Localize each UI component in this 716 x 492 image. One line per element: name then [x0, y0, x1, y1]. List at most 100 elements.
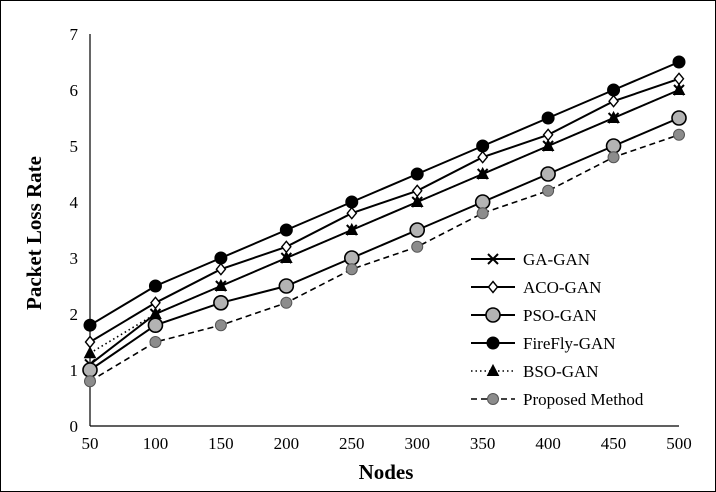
x-tick-label: 100 — [143, 434, 169, 453]
data-point — [149, 336, 162, 348]
x-tick-label: 400 — [535, 434, 561, 453]
data-point — [410, 167, 424, 181]
x-tick-label: 350 — [470, 434, 496, 453]
data-point — [213, 294, 229, 311]
data-point — [343, 250, 360, 266]
series-line — [89, 89, 680, 354]
data-point — [147, 317, 164, 334]
legend: GA-GAN ACO-GAN PSO-GAN FireFly-GAN BSO-GAN Pr… — [471, 250, 644, 409]
data-point — [411, 184, 423, 198]
legend-item: Proposed Method — [471, 390, 644, 409]
data-point — [215, 262, 227, 276]
y-tick-label: 1 — [70, 361, 79, 380]
series-pso-gan — [82, 110, 687, 378]
legend-marker — [486, 336, 500, 350]
x-axis-title: Nodes — [359, 460, 414, 484]
data-point — [411, 240, 424, 253]
data-point — [608, 94, 619, 108]
data-point — [672, 82, 686, 95]
x-tick-label: 50 — [82, 434, 99, 453]
legend-marker — [485, 307, 501, 323]
y-tick-label: 6 — [70, 81, 79, 100]
data-point — [607, 151, 620, 164]
y-tick-label: 3 — [70, 249, 79, 268]
data-point — [84, 375, 96, 388]
data-point — [345, 195, 359, 209]
data-point — [346, 206, 358, 220]
y-tick-label: 4 — [70, 193, 79, 212]
data-point — [279, 223, 293, 237]
data-point — [540, 166, 556, 182]
data-point — [280, 296, 293, 309]
x-tick-label: 150 — [208, 434, 234, 453]
series-ga-gan — [84, 84, 685, 371]
data-point — [673, 72, 685, 86]
series-line — [89, 61, 680, 327]
legend-marker — [486, 363, 500, 376]
series-firefly-gan — [83, 55, 686, 332]
data-point — [214, 319, 227, 332]
legend-label: PSO-GAN — [523, 306, 597, 325]
legend-label: BSO-GAN — [523, 362, 599, 381]
legend-marker — [487, 393, 499, 405]
data-point — [280, 240, 292, 254]
data-point — [149, 306, 162, 319]
data-point — [280, 250, 293, 263]
legend-item: ACO-GAN — [471, 278, 601, 297]
data-point — [83, 346, 97, 359]
legend-label: ACO-GAN — [523, 278, 601, 297]
data-point — [605, 138, 622, 154]
legend-marker — [487, 280, 499, 294]
data-point — [148, 279, 162, 293]
data-point — [150, 296, 161, 310]
data-point — [607, 110, 620, 123]
legend-label: Proposed Method — [523, 390, 644, 409]
series-proposed-method — [84, 128, 685, 388]
legend-item: FireFly-GAN — [471, 334, 616, 353]
data-point — [542, 184, 555, 197]
legend-item: BSO-GAN — [471, 362, 599, 381]
legend-marker — [487, 253, 499, 265]
series-line — [89, 117, 680, 371]
data-point — [409, 222, 426, 238]
x-tick-labels: 50 100 150 200 250 300 350 400 450 500 — [82, 434, 692, 453]
series-line — [89, 77, 680, 343]
x-tick-label: 500 — [666, 434, 692, 453]
series-line — [89, 134, 680, 382]
y-tick-label: 5 — [70, 137, 79, 156]
data-point — [476, 166, 489, 179]
x-tick-label: 200 — [274, 434, 300, 453]
data-point — [474, 194, 491, 210]
legend-label: GA-GAN — [523, 250, 590, 269]
data-point — [476, 207, 489, 220]
data-point — [541, 111, 555, 125]
data-point — [542, 128, 554, 142]
x-tick-label: 250 — [339, 434, 365, 453]
y-tick-label: 7 — [70, 25, 79, 44]
data-point — [345, 222, 359, 235]
y-tick-label: 2 — [70, 305, 79, 324]
data-point — [82, 362, 98, 378]
data-point — [278, 278, 295, 294]
x-tick-label: 300 — [404, 434, 430, 453]
legend-label: FireFly-GAN — [523, 334, 616, 353]
data-point — [214, 251, 228, 265]
data-point — [541, 138, 555, 151]
series-bso-gan — [83, 82, 686, 359]
data-point — [607, 83, 621, 97]
y-tick-label: 0 — [70, 417, 79, 436]
legend-item: GA-GAN — [471, 250, 590, 269]
y-tick-labels: 0 1 2 3 4 5 6 7 — [70, 25, 79, 436]
data-point — [476, 139, 490, 153]
data-point — [671, 110, 687, 126]
y-axis-title: Packet Loss Rate — [22, 156, 46, 310]
series-lines — [82, 55, 687, 388]
data-point — [410, 194, 424, 207]
data-point — [214, 278, 228, 291]
x-tick-label: 450 — [601, 434, 627, 453]
data-point — [672, 55, 686, 69]
data-point — [477, 150, 489, 164]
data-point — [673, 128, 685, 141]
